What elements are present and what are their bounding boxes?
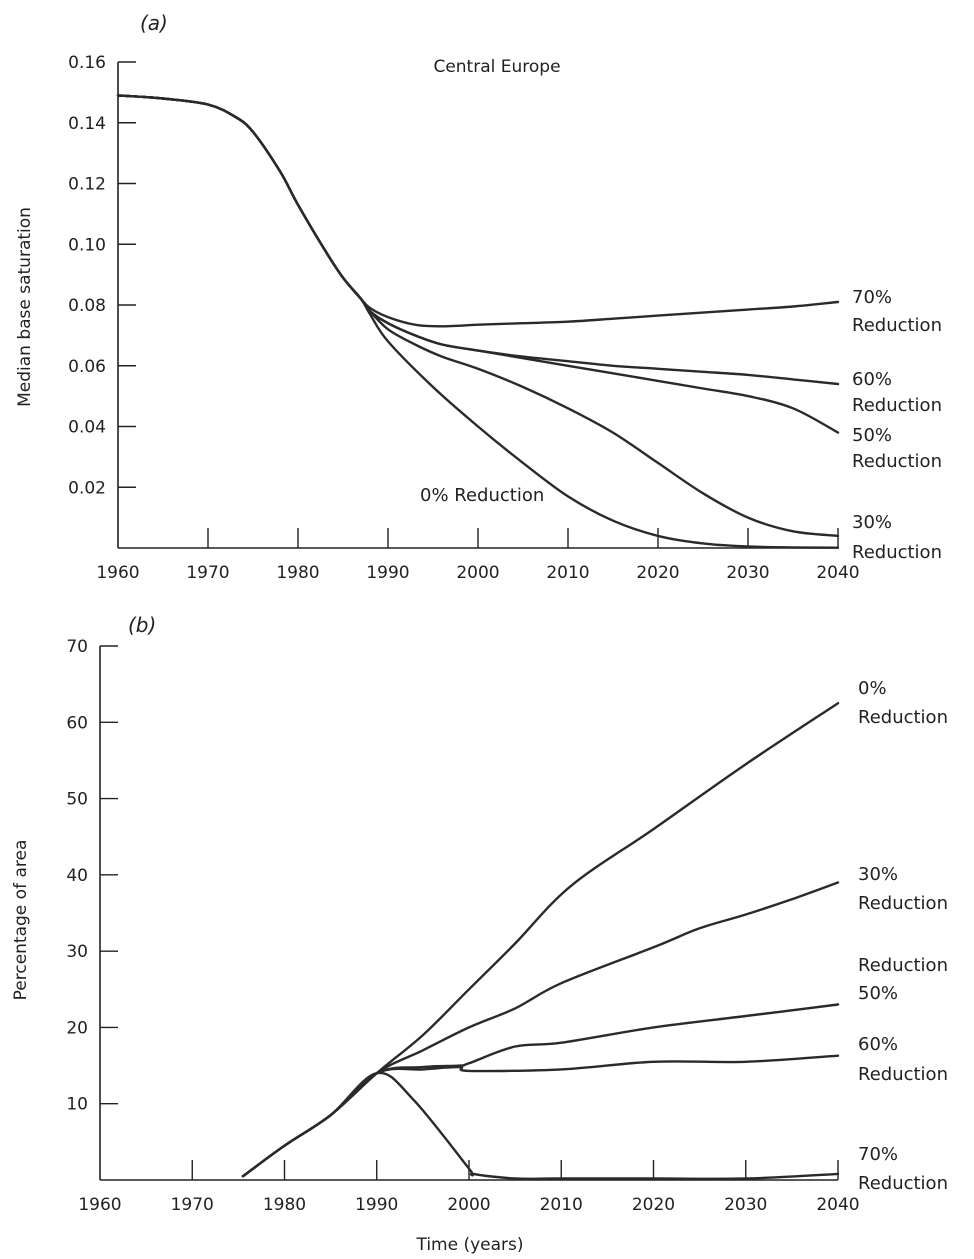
panel-a-series-line-60: [116, 94, 840, 386]
panel-a-x-tick-label: 2010: [546, 563, 589, 583]
panel-b-x-tick-label: 2030: [724, 1195, 767, 1215]
panel-b-y-tick-label: 60: [66, 713, 88, 733]
panel-b-series-line-50: [241, 1003, 840, 1178]
panel-a-x-tick-label: 1970: [186, 563, 229, 583]
panel-a-series-line-0: [116, 94, 840, 549]
panel-b-y-tick-label: 40: [66, 866, 88, 886]
panel-a-y-tick-label: 0.08: [68, 296, 106, 316]
panel-b-x-tick-label: 2010: [540, 1195, 583, 1215]
panel-a-y-tick-label: 0.16: [68, 53, 106, 73]
panel-b-chart: (b) Percentage of area Time (years) 1960…: [11, 613, 948, 1255]
panel-a-x-tick-label: 1980: [276, 563, 319, 583]
panel-a-series-line-70: [116, 94, 840, 328]
panel-b-x-axis-label: Time (years): [415, 1235, 523, 1255]
panel-b-y-tick-label: 10: [66, 1095, 88, 1115]
panel-b-series-line-70: [241, 1071, 840, 1181]
panel-b-series-line-60: [241, 1054, 840, 1178]
panel-a-y-tick-label: 0.10: [68, 235, 106, 255]
panel-a-y-tick-label: 0.04: [68, 418, 106, 438]
panel-a-series-label-60: 60% Reduction: [852, 369, 942, 416]
panel-a-x-tick-label: 2020: [636, 563, 679, 583]
panel-b-label: (b): [128, 613, 156, 637]
panel-b-x-tick-label: 2040: [816, 1195, 859, 1215]
panel-b-x-tick-label: 2000: [447, 1195, 490, 1215]
panel-a-x-tick-label: 1990: [366, 563, 409, 583]
panel-b-y-tick-label: 70: [66, 637, 88, 657]
panel-b-x-tick-label: 1980: [263, 1195, 306, 1215]
panel-b-x-tick-label: 2020: [632, 1195, 675, 1215]
panel-b-y-axis-label: Percentage of area: [11, 840, 31, 1001]
panel-a-y-tick-label: 0.06: [68, 357, 106, 377]
panel-a-chart: (a) Central Europe Median base saturatio…: [15, 11, 942, 583]
panel-b-series-label-60: 60% Reduction: [858, 1034, 948, 1085]
panel-b-series-label-70: 70% Reduction: [858, 1144, 948, 1194]
panel-b-series-label-50: Reduction 50%: [858, 955, 948, 1004]
panel-a-y-tick-label: 0.14: [68, 114, 106, 134]
panel-a-series-line-30: [116, 94, 840, 538]
panel-b-x-tick-label: 1990: [355, 1195, 398, 1215]
panel-a-y-tick-label: 0.12: [68, 175, 106, 195]
panel-a-label: (a): [140, 11, 168, 35]
panel-a-title: Central Europe: [433, 57, 560, 77]
panel-a-x-tick-label: 1960: [96, 563, 139, 583]
panel-a-x-tick-label: 2030: [726, 563, 769, 583]
panel-b-y-tick-label: 20: [66, 1018, 88, 1038]
panel-a-x-tick-label: 2040: [816, 563, 859, 583]
panel-b-series-label-0: 0% Reduction: [858, 678, 948, 728]
panel-a-series-label-70: 70% Reduction: [852, 287, 942, 336]
panel-b-series-line-0: [241, 702, 840, 1178]
panel-b-y-tick-label: 30: [66, 942, 88, 962]
panel-a-series-line-50: [116, 94, 840, 434]
panel-b-series-label-30: 30% Reduction: [858, 864, 948, 914]
panel-b-series-line-30: [241, 881, 840, 1178]
panel-a-series-label-0: 0% Reduction: [420, 485, 544, 506]
panel-b-y-tick-label: 50: [66, 790, 88, 810]
panel-a-x-tick-label: 2000: [456, 563, 499, 583]
panel-a-series-label-30: 30% Reduction: [852, 512, 942, 563]
panel-a-y-tick-label: 0.02: [68, 478, 106, 498]
panel-a-y-axis-label: Median base saturation: [15, 207, 35, 407]
panel-b-x-tick-label: 1960: [78, 1195, 121, 1215]
panel-a-series-label-50: 50% Reduction: [852, 425, 942, 472]
panel-b-x-tick-label: 1970: [171, 1195, 214, 1215]
